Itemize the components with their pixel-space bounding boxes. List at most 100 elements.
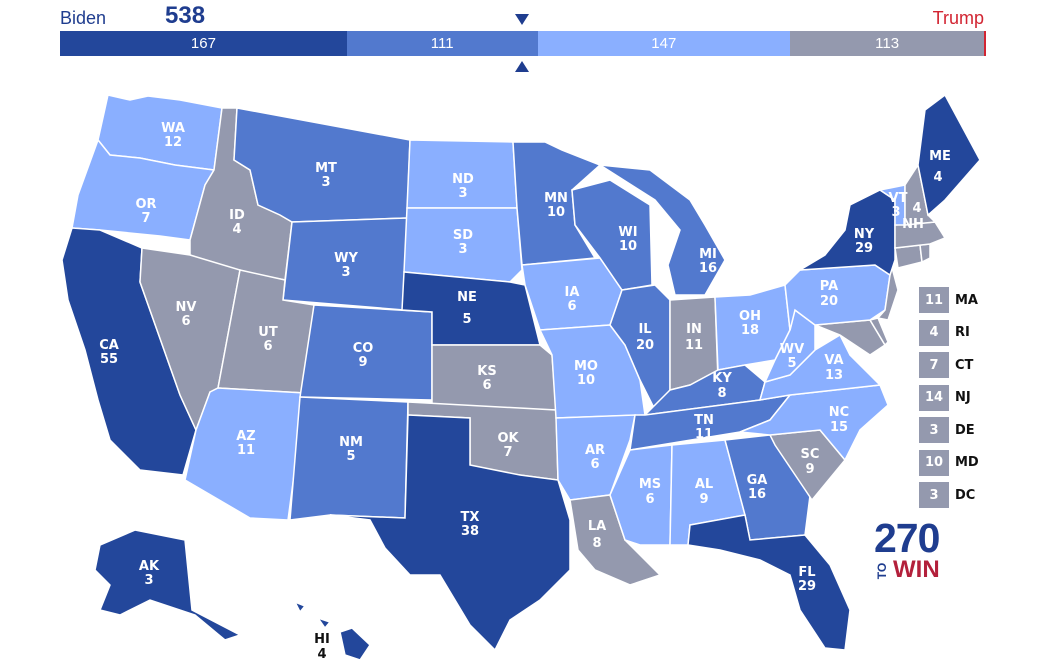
label-az-ev: 11	[237, 443, 255, 458]
label-sd-ev: 3	[458, 242, 467, 257]
label-ga-ev: 16	[748, 487, 766, 502]
label-va-ev: 13	[825, 368, 843, 383]
label-fl-abbr: FL	[798, 565, 815, 580]
label-al-ev: 9	[699, 492, 708, 507]
small-state-ev: 4	[919, 319, 949, 346]
label-id-ev: 4	[232, 222, 241, 237]
label-mo-ev: 10	[577, 373, 595, 388]
label-al-abbr: AL	[695, 477, 713, 492]
label-sd-abbr: SD	[453, 228, 473, 243]
small-state-abbr: CT	[955, 357, 974, 373]
small-state-row[interactable]: 14 NJ	[919, 384, 979, 411]
label-ar-ev: 6	[590, 457, 599, 472]
label-pa-abbr: PA	[820, 279, 838, 294]
state-de[interactable]	[868, 317, 889, 347]
label-ny-abbr: NY	[854, 227, 875, 242]
label-ak-ev: 3	[144, 573, 153, 588]
state-tx[interactable]	[329, 414, 571, 652]
270towin-logo: 270 TO WIN	[872, 518, 944, 584]
label-il-ev: 20	[636, 338, 654, 353]
state-ri[interactable]	[919, 243, 931, 264]
small-state-abbr: MA	[955, 292, 978, 308]
small-state-row[interactable]: 7 CT	[919, 352, 979, 378]
label-nc-ev: 15	[830, 420, 848, 435]
small-state-row[interactable]: 11 MA	[919, 287, 979, 313]
label-tn-abbr: TN	[694, 413, 714, 428]
270-marker-up-icon	[515, 61, 529, 72]
label-co-ev: 9	[358, 355, 367, 370]
label-hi-ev: 4	[317, 647, 326, 662]
label-ut-ev: 6	[263, 339, 272, 354]
state-sd[interactable]	[403, 207, 523, 283]
biden-name: Biden	[60, 8, 107, 28]
label-me-abbr: ME	[929, 149, 951, 164]
label-ks-abbr: KS	[477, 364, 496, 379]
label-in-abbr: IN	[686, 322, 702, 337]
small-state-row[interactable]: 3 DE	[919, 417, 979, 443]
label-mt-ev: 3	[321, 175, 330, 190]
label-wy-ev: 3	[341, 265, 350, 280]
small-state-ev: 7	[919, 352, 949, 378]
label-mt-abbr: MT	[315, 161, 337, 176]
small-state-row[interactable]: 3 DC	[919, 482, 979, 508]
label-nc-abbr: NC	[829, 405, 849, 420]
label-ne-abbr: NE	[457, 290, 477, 305]
state-fl[interactable]	[687, 514, 851, 651]
270-marker-down-icon	[515, 14, 529, 25]
label-mn-ev: 10	[547, 205, 565, 220]
label-nm-abbr: NM	[339, 435, 363, 450]
label-ok-abbr: OK	[497, 431, 519, 446]
small-state-row[interactable]: 10 MD	[919, 449, 979, 476]
state-nh[interactable]	[904, 163, 937, 226]
label-oh-abbr: OH	[739, 309, 761, 324]
label-id-abbr: ID	[229, 208, 245, 223]
label-co-abbr: CO	[353, 341, 374, 356]
label-nh-abbr: NH	[902, 217, 924, 232]
label-ms-ev: 6	[645, 492, 654, 507]
label-la-ev: 8	[592, 536, 601, 551]
small-state-ev: 10	[919, 449, 949, 476]
small-state-abbr: NJ	[955, 390, 971, 405]
state-ny[interactable]	[799, 189, 896, 277]
state-ct[interactable]	[894, 244, 923, 269]
label-wi-abbr: WI	[618, 225, 637, 240]
label-nd-abbr: ND	[452, 172, 474, 187]
state-me[interactable]	[917, 93, 981, 217]
bar-segment-likely: 111	[346, 31, 538, 56]
state-ak[interactable]	[94, 529, 242, 641]
label-ar-abbr: AR	[585, 443, 605, 458]
label-wv-ev: 5	[787, 356, 796, 371]
small-state-abbr: MD	[955, 455, 979, 470]
label-ny-ev: 29	[855, 241, 873, 256]
label-pa-ev: 20	[820, 294, 838, 309]
label-vt-ev: 3	[891, 205, 900, 220]
label-tn-ev: 11	[695, 427, 713, 442]
state-hi[interactable]	[293, 600, 371, 661]
bar-segment-tossup: 113	[790, 31, 985, 56]
label-ak-abbr: AK	[139, 559, 160, 574]
label-wa-abbr: WA	[161, 121, 185, 136]
small-state-abbr: RI	[955, 325, 970, 340]
small-state-row[interactable]: 4 RI	[919, 319, 979, 346]
bar-segment-lean: 147	[537, 31, 791, 56]
label-ia-ev: 6	[567, 299, 576, 314]
label-ms-abbr: MS	[639, 477, 661, 492]
label-mi-abbr: MI	[699, 247, 717, 262]
label-ca-ev: 55	[100, 352, 118, 367]
label-hi-abbr: HI	[314, 632, 330, 647]
state-nc[interactable]	[739, 384, 889, 462]
small-states-list: 11 MA 4 RI 7 CT 14 NJ 3 DE 10 MD 3 DC	[919, 287, 979, 515]
label-sc-ev: 9	[805, 462, 814, 477]
label-az-abbr: AZ	[236, 429, 256, 444]
label-ky-ev: 8	[717, 386, 726, 401]
label-va-abbr: VA	[824, 353, 843, 368]
label-ia-abbr: IA	[565, 285, 580, 300]
label-ne-ev: 5	[462, 312, 471, 327]
logo-number: 270	[874, 515, 940, 561]
state-vt[interactable]	[878, 184, 906, 226]
electoral-vote-bar: 167 111 147 113	[60, 31, 987, 56]
label-in-ev: 11	[685, 338, 703, 353]
label-nv-abbr: NV	[176, 300, 197, 315]
state-mi[interactable]	[599, 164, 726, 296]
logo-to-text: TO	[875, 562, 890, 580]
